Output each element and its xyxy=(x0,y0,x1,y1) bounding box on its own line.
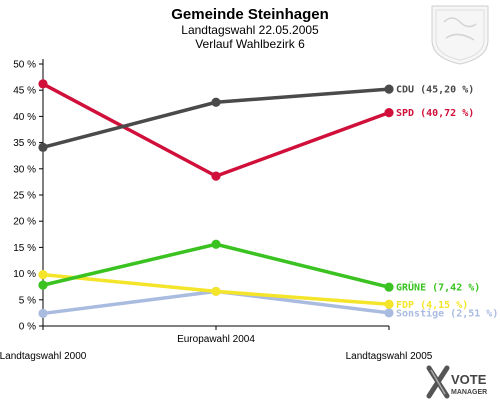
data-point-grüne xyxy=(211,239,221,249)
series-label-cdu: CDU (45,20 %) xyxy=(396,85,474,96)
data-point-spd xyxy=(211,171,221,181)
x-tick-label: Landtagswahl 2005 xyxy=(346,351,433,362)
series-label-spd: SPD (40,72 %) xyxy=(396,108,474,119)
data-point-cdu xyxy=(384,84,394,94)
y-tick-label: 5 % xyxy=(19,295,36,306)
x-tick-label: Europawahl 2004 xyxy=(177,334,255,345)
data-point-fdp xyxy=(211,286,221,297)
chart-subtitle-election: Landtagswahl 22.05.2005 xyxy=(181,23,319,37)
y-tick-label: 40 % xyxy=(13,112,36,123)
y-tick-label: 35 % xyxy=(13,138,36,149)
y-tick-label: 15 % xyxy=(13,243,36,254)
y-tick-label: 45 % xyxy=(13,86,36,97)
data-point-spd xyxy=(384,108,394,118)
y-tick-label: 50 % xyxy=(13,60,36,71)
series-label-fdp: FDP (4,15 %) xyxy=(396,300,468,311)
logo-manager-text: MANAGER xyxy=(451,389,487,396)
series-labels: Sonstige (2,51 %)FDP (4,15 %) GRÜNE (7,42… xyxy=(396,85,498,320)
logo-vote-text: VOTE xyxy=(451,372,487,387)
chart-subtitle-district: Verlauf Wahlbezirk 6 xyxy=(195,37,305,51)
series-label-sonstige: Sonstige (2,51 %) xyxy=(396,307,498,319)
data-point-sonstige xyxy=(38,308,48,319)
data-point-grüne xyxy=(38,280,48,290)
coat-of-arms-icon xyxy=(431,5,489,65)
y-tick-label: 25 % xyxy=(13,191,36,202)
data-point-spd xyxy=(38,79,48,89)
series-layer xyxy=(38,79,394,319)
data-point-fdp xyxy=(384,299,394,309)
y-tick-label: 30 % xyxy=(13,164,36,175)
y-tick-label: 20 % xyxy=(13,217,36,228)
y-tick-label: 0 % xyxy=(19,322,36,333)
y-tick-label: 10 % xyxy=(13,269,36,280)
x-ticks: Landtagswahl 2000 Europawahl 2004 Landtags… xyxy=(0,326,433,362)
data-point-fdp xyxy=(38,270,48,280)
data-point-grüne xyxy=(384,282,394,292)
x-mark-icon xyxy=(426,365,450,399)
data-point-sonstige xyxy=(384,308,394,318)
vote-manager-logo: VOTE MANAGER xyxy=(426,365,487,399)
chart-title: Gemeinde Steinhagen xyxy=(171,6,329,23)
series-label-grüne: GRÜNE (7,42 %) xyxy=(396,280,480,294)
data-point-cdu xyxy=(38,142,48,152)
x-tick-label: Landtagswahl 2000 xyxy=(0,351,87,362)
data-point-cdu xyxy=(211,97,221,107)
y-ticks: 0 % 5 % 10 % 15 % 20 % 25 % 30 % 35 % 40 % 45 % 50… xyxy=(13,60,43,333)
